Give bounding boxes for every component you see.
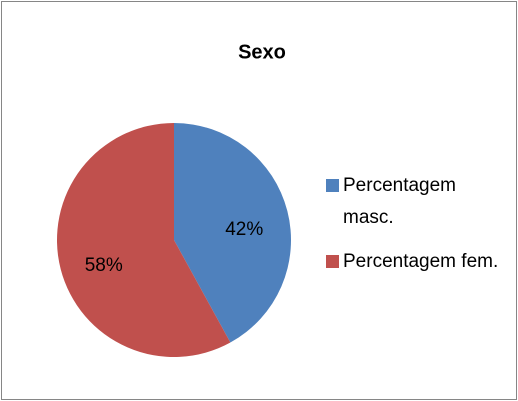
legend-label: Percentagem masc. xyxy=(343,175,457,228)
chart-title: Sexo xyxy=(238,41,286,63)
legend-swatch xyxy=(326,179,339,192)
legend: Percentagem masc. Percentagem fem. xyxy=(326,170,501,290)
pie-slice xyxy=(57,122,231,357)
data-label: 58% xyxy=(85,255,123,276)
legend-item: Percentagem fem. xyxy=(326,246,501,278)
data-label: 42% xyxy=(225,219,263,240)
legend-swatch xyxy=(326,255,339,268)
pie-slice xyxy=(174,123,292,343)
legend-label: Percentagem fem. xyxy=(343,251,499,272)
legend-item: Percentagem masc. xyxy=(326,170,501,234)
